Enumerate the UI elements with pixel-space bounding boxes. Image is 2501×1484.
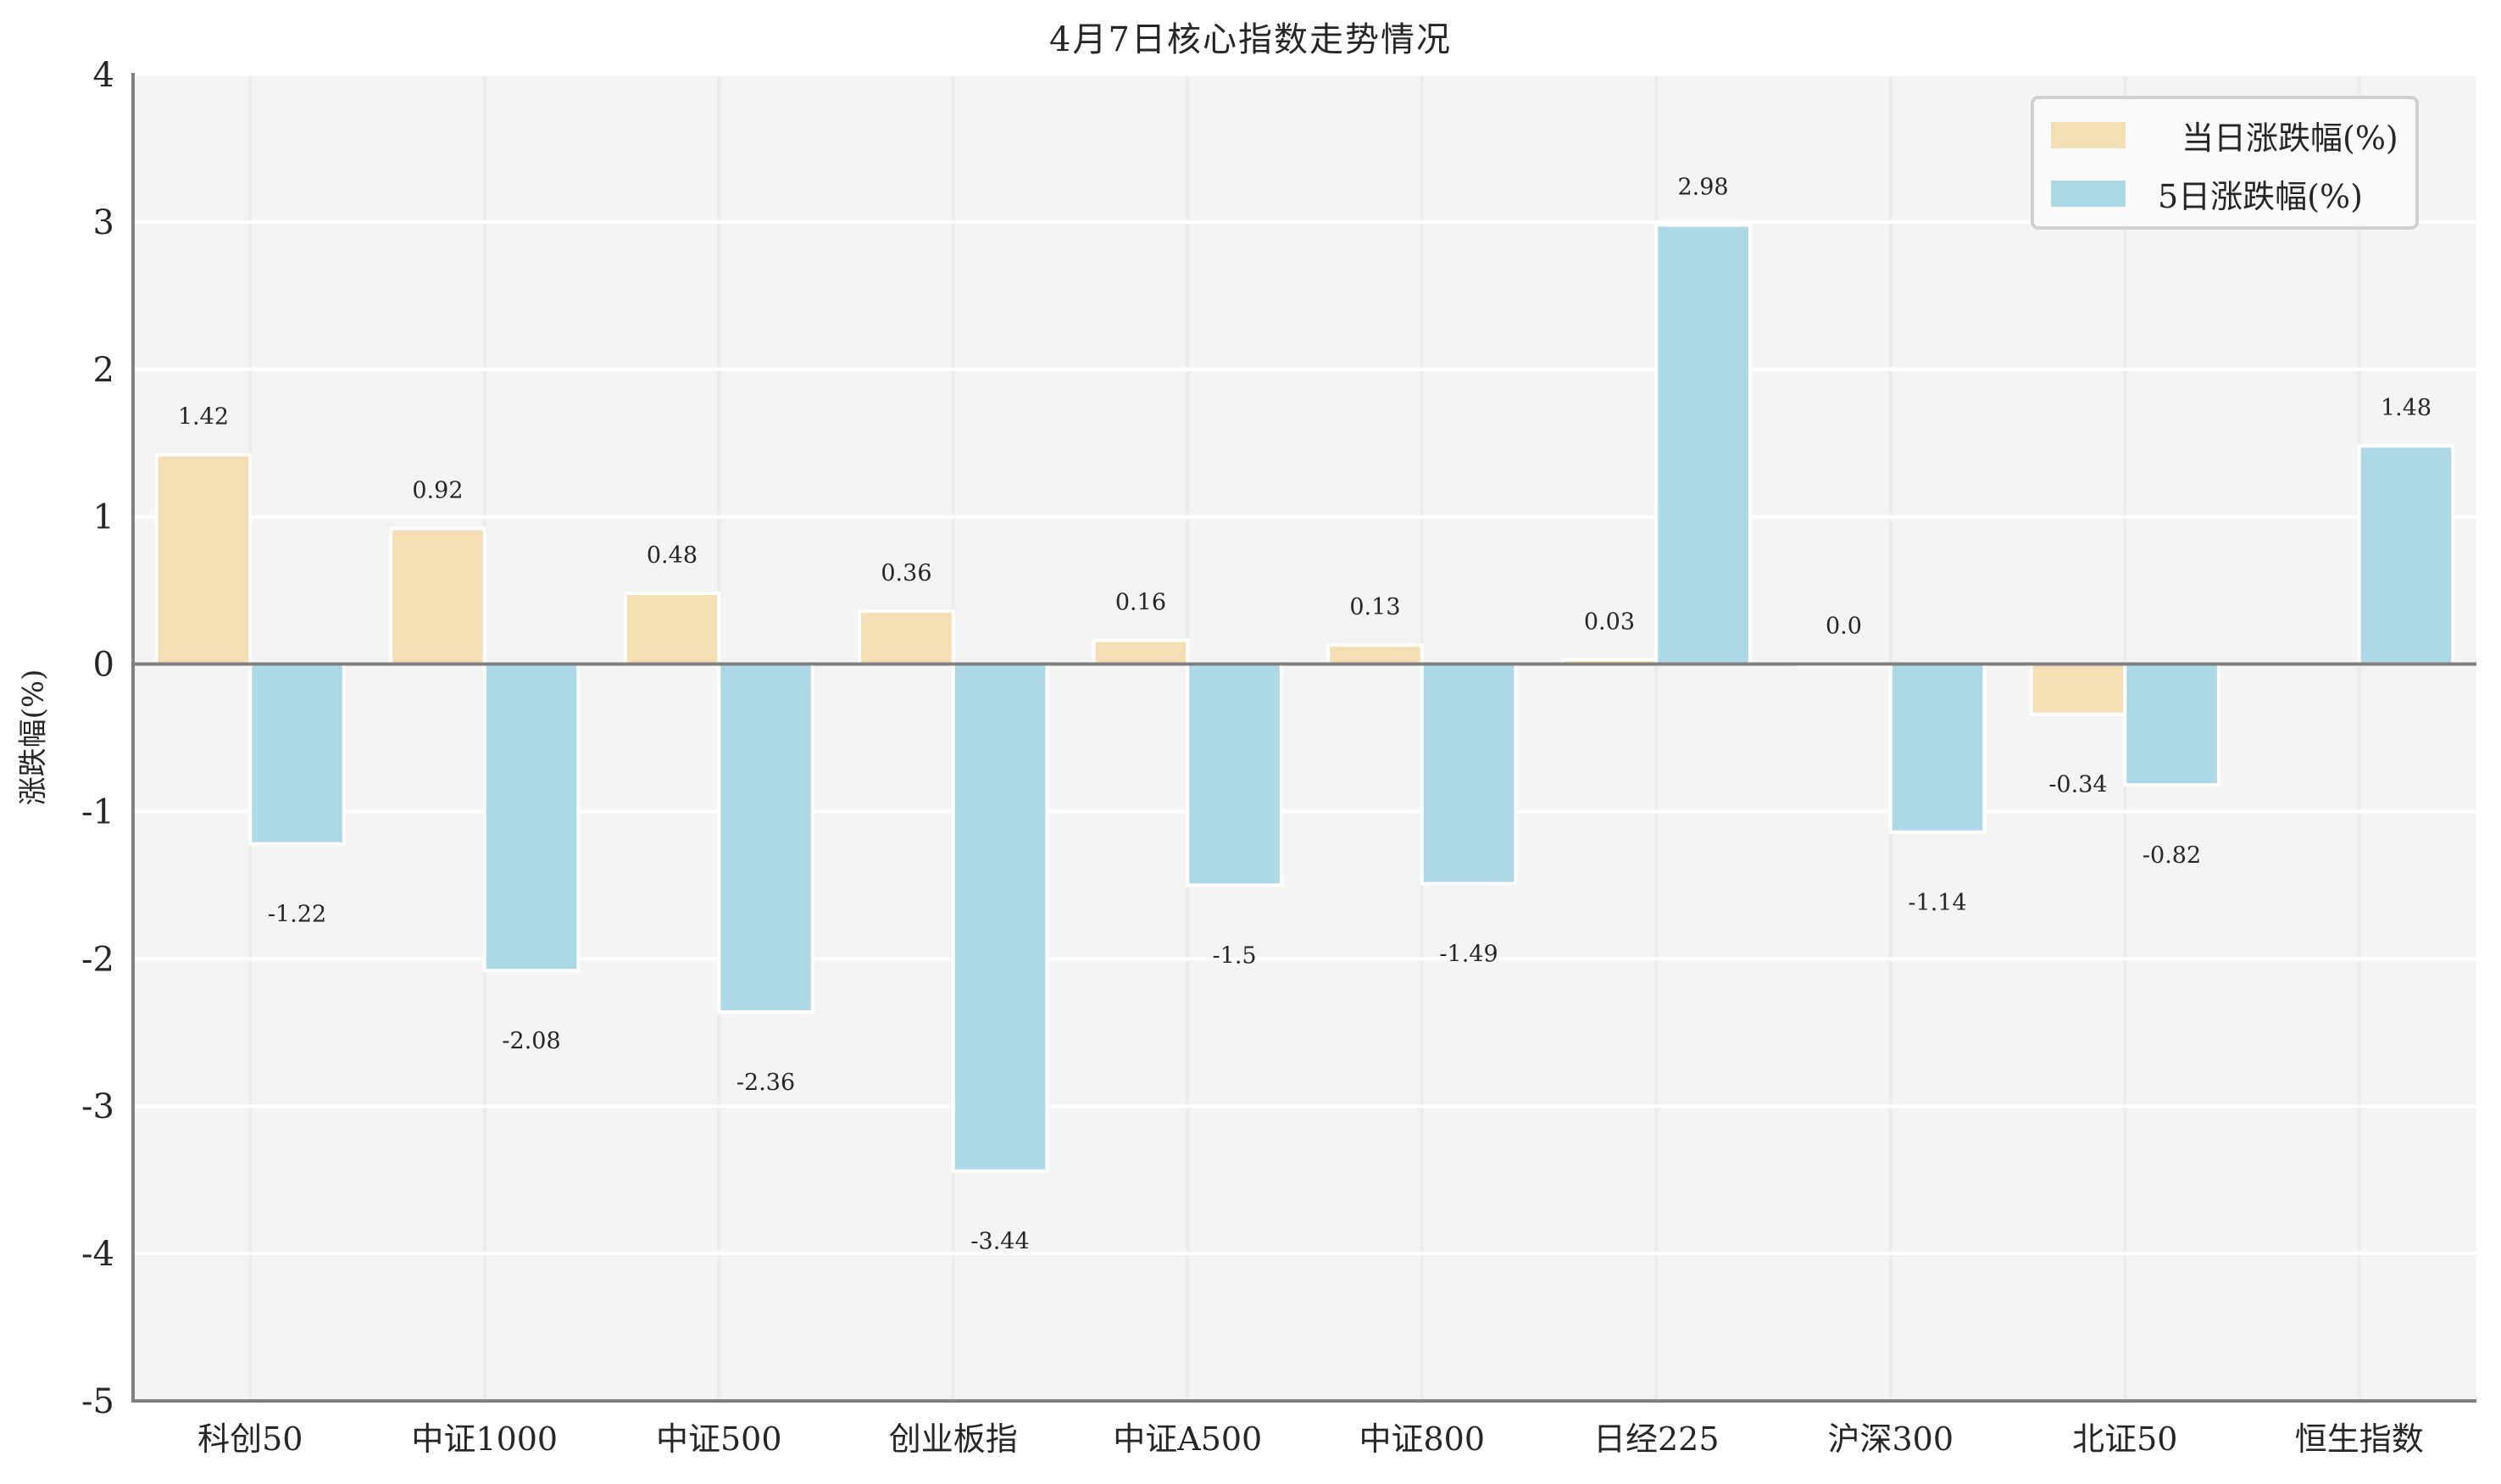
x-tick-label: 中证800 [1359, 1420, 1485, 1458]
bar-daily-0[interactable] [154, 453, 253, 666]
bar-5day-7[interactable] [1888, 662, 1987, 834]
y-tick-label: 2 [93, 351, 114, 390]
bar-value-label: -0.82 [2143, 842, 2201, 869]
bar-5day-8[interactable] [2123, 662, 2220, 787]
bar-daily-3[interactable] [858, 609, 955, 666]
bar-value-label: 0.0 [1826, 614, 1862, 640]
x-tick-label: 日经225 [1593, 1420, 1720, 1458]
bar-daily-4[interactable] [1092, 638, 1190, 666]
bar-value-label: -0.34 [2048, 772, 2107, 798]
bar-5day-5[interactable] [1420, 662, 1518, 886]
legend-item-5day[interactable]: 5日涨跌幅(%) [2051, 176, 2363, 215]
bar-value-label: 0.13 [1349, 594, 1400, 620]
legend-label-daily: 当日涨跌幅(%) [2181, 119, 2398, 157]
legend-swatch-5day [2051, 180, 2126, 207]
bar-value-label: -1.22 [268, 902, 326, 928]
bar-value-labels: 1.42 0.92 0.48 0.36 0.16 0.13 0.03 0.0 -0.34 -1.2… [178, 174, 2432, 1254]
y-tick-label: -4 [81, 1235, 114, 1274]
y-tick-label: -5 [81, 1382, 114, 1421]
bar-value-label: 2.98 [1677, 174, 1728, 200]
x-tick-label: 恒生指数 [2295, 1420, 2424, 1458]
x-tick-label: 中证500 [656, 1420, 782, 1458]
bar-value-label: 0.92 [412, 478, 463, 504]
bar-daily-1[interactable] [389, 526, 486, 666]
bar-value-label: 1.42 [178, 404, 229, 431]
x-tick-label: 科创50 [197, 1420, 303, 1458]
legend: 当日涨跌幅(%) 5日涨跌幅(%) [2031, 96, 2419, 230]
bar-daily-5[interactable] [1326, 642, 1424, 666]
bar-5day-6[interactable] [1654, 223, 1752, 666]
bar-value-label: -2.36 [736, 1070, 795, 1096]
legend-label-5day: 5日涨跌幅(%) [2158, 177, 2363, 215]
bar-value-label: 0.16 [1115, 590, 1166, 616]
x-tick-label: 创业板指 [889, 1420, 1018, 1458]
x-tick-label: 北证50 [2072, 1420, 2177, 1458]
y-tick-label: -3 [81, 1087, 114, 1126]
bar-5day-9[interactable] [2357, 444, 2455, 666]
bar-5day-0[interactable] [248, 662, 346, 846]
y-tick-label: 1 [93, 498, 114, 537]
x-tick-label: 中证A500 [1113, 1420, 1262, 1458]
y-tick-label: -1 [81, 792, 114, 831]
bar-daily-2[interactable] [623, 592, 721, 666]
y-tick-label: 0 [93, 646, 114, 685]
bar-5day-3[interactable] [951, 662, 1049, 1173]
bar-value-label: -2.08 [502, 1028, 560, 1054]
y-tick-label: 3 [93, 203, 114, 242]
bar-daily-8[interactable] [2029, 662, 2127, 716]
y-tick-label: -2 [81, 940, 114, 979]
bar-value-label: -1.49 [1439, 942, 1498, 968]
bar-value-label: 0.03 [1584, 609, 1635, 635]
bar-5day-2[interactable] [717, 662, 814, 1014]
chart-title: 4月7日核心指数走势情况 [1049, 20, 1452, 59]
legend-swatch-daily [2051, 121, 2126, 148]
bar-value-label: 1.48 [2381, 395, 2432, 421]
bar-value-label: -1.5 [1213, 942, 1257, 969]
bar-value-label: -3.44 [970, 1229, 1029, 1255]
bar-value-label: 0.36 [881, 560, 931, 586]
bar-value-label: -1.14 [1908, 890, 1966, 916]
bars [154, 223, 2455, 1173]
axes: 4 3 2 1 0 -1 -2 -3 -4 -5 科创50 中证1000 中证500 创业板指 中证A500… [81, 56, 2476, 1458]
x-tick-label: 沪深300 [1827, 1420, 1954, 1458]
legend-item-daily[interactable]: 当日涨跌幅(%) [2051, 118, 2398, 157]
y-tick-label: 4 [93, 56, 114, 95]
x-tick-label: 中证1000 [411, 1420, 558, 1458]
bar-5day-4[interactable] [1186, 662, 1283, 887]
bar-5day-1[interactable] [482, 662, 581, 973]
bar-value-label: 0.48 [647, 542, 698, 569]
